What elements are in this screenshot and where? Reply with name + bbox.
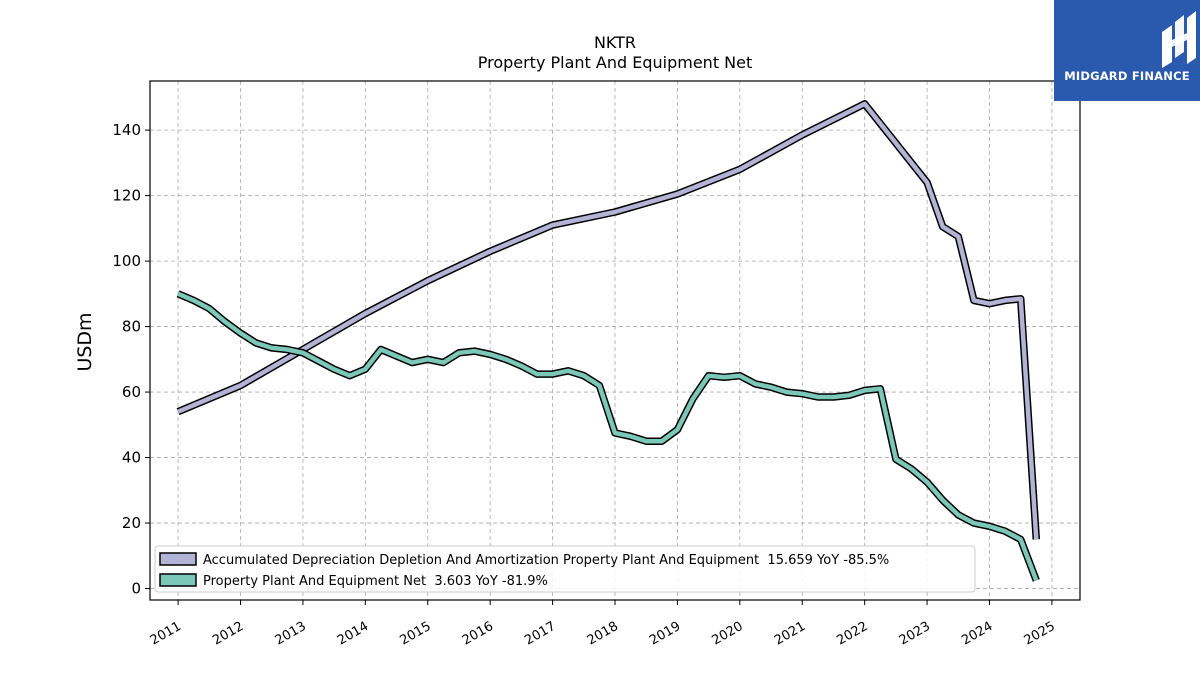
x-tick-label: 2016: [460, 619, 496, 649]
x-tick-label: 2012: [210, 619, 246, 649]
series-line-outline: [176, 290, 1040, 582]
y-tick-label: 40: [122, 449, 141, 467]
legend-box: [154, 545, 976, 593]
x-axis: 2011 2012 2013 2014 2015 2016 2017 2018 2019 2020…: [148, 600, 1058, 648]
x-tick-label: 2021: [772, 619, 808, 649]
y-tick-label: 120: [112, 187, 141, 205]
x-tick-label: 2013: [273, 619, 309, 649]
x-tick-label: 2018: [585, 619, 621, 649]
y-tick-label: 0: [131, 580, 141, 598]
x-tick-label: 2017: [522, 619, 558, 649]
chart-title: NKTR: [594, 33, 636, 52]
y-tick-label: 100: [112, 252, 141, 270]
y-tick-label: 140: [112, 121, 141, 139]
y-tick-label: 80: [122, 318, 141, 336]
series-line: [177, 291, 1039, 582]
x-tick-label: 2022: [834, 619, 870, 649]
series-line: [177, 101, 1039, 540]
x-tick-label: 2023: [897, 619, 933, 649]
y-axis: 0 20 40 60 80 100 120 140: [112, 121, 150, 598]
midgard-logo-icon: [1162, 11, 1196, 68]
x-tick-label: 2024: [959, 619, 995, 649]
series-0: [176, 100, 1041, 540]
legend: Accumulated Depreciation Depletion And A…: [154, 545, 976, 593]
grid-lines: [150, 81, 1080, 600]
y-axis-label: USDm: [74, 312, 96, 371]
brand-name: MIDGARD FINANCE: [1064, 69, 1190, 83]
x-tick-label: 2015: [397, 619, 433, 649]
x-tick-label: 2011: [148, 619, 184, 649]
series-layer: [176, 100, 1041, 582]
series-line-outline: [176, 100, 1041, 540]
x-tick-label: 2014: [335, 619, 371, 649]
legend-label-ppe-net: Property Plant And Equipment Net 3.603 Y…: [203, 574, 548, 589]
x-tick-label: 2020: [710, 619, 746, 649]
brand-logo: MIDGARD FINANCE: [1054, 0, 1200, 101]
x-tick-label: 2019: [647, 619, 683, 649]
x-tick-label: 2025: [1022, 619, 1058, 649]
series-1: [176, 290, 1040, 582]
y-tick-label: 20: [122, 514, 141, 532]
chart-subtitle: Property Plant And Equipment Net: [478, 53, 753, 72]
legend-swatch-ppe-net: [159, 573, 197, 587]
legend-swatch-accumulated-depreciation: [159, 552, 197, 566]
y-tick-label: 60: [122, 383, 141, 401]
legend-label-accumulated-depreciation: Accumulated Depreciation Depletion And A…: [203, 553, 889, 568]
